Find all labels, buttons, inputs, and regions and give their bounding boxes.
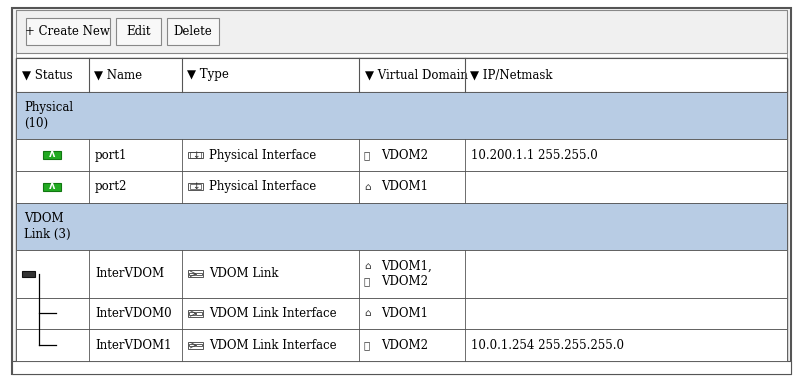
Bar: [16, 202, 786, 250]
Text: ▼ Status: ▼ Status: [22, 68, 72, 81]
Text: VDOM Link: VDOM Link: [209, 267, 278, 280]
Text: port1: port1: [95, 149, 128, 162]
Text: VDOM Link Interface: VDOM Link Interface: [209, 339, 336, 352]
Bar: [188, 270, 202, 277]
Text: ⚿: ⚿: [363, 340, 370, 350]
Text: ▼ IP/Netmask: ▼ IP/Netmask: [470, 68, 552, 81]
Text: VDOM1: VDOM1: [381, 307, 428, 320]
Bar: [16, 298, 786, 329]
Text: ⚿: ⚿: [363, 277, 370, 286]
Bar: [43, 183, 61, 191]
Text: ↓: ↓: [192, 182, 199, 191]
Text: InterVDOM1: InterVDOM1: [95, 339, 172, 352]
Bar: [16, 139, 786, 171]
Bar: [16, 92, 786, 139]
Bar: [188, 312, 194, 315]
Text: Physical Interface: Physical Interface: [209, 149, 316, 162]
Bar: [188, 183, 202, 190]
Bar: [196, 312, 201, 315]
Text: 10.200.1.1 255.255.0: 10.200.1.1 255.255.0: [471, 149, 597, 162]
Text: VDOM
Link (3): VDOM Link (3): [24, 212, 71, 241]
Text: ▼ Name: ▼ Name: [94, 68, 142, 81]
Text: ⌂: ⌂: [363, 308, 370, 319]
Text: InterVDOM0: InterVDOM0: [95, 307, 172, 320]
Bar: [26, 18, 110, 45]
Bar: [116, 18, 160, 45]
Bar: [188, 344, 194, 346]
Text: port2: port2: [95, 180, 128, 193]
Bar: [188, 272, 194, 275]
Text: InterVDOM: InterVDOM: [95, 267, 164, 280]
Bar: [16, 250, 786, 298]
Bar: [188, 310, 202, 317]
Bar: [196, 272, 201, 275]
Text: + Create New: + Create New: [26, 25, 110, 38]
Bar: [167, 18, 219, 45]
Bar: [16, 58, 786, 361]
Bar: [196, 344, 201, 346]
Text: 10.0.1.254 255.255.255.0: 10.0.1.254 255.255.255.0: [471, 339, 623, 352]
Text: Delete: Delete: [173, 25, 213, 38]
Bar: [16, 10, 786, 53]
Bar: [43, 151, 61, 159]
Bar: [188, 342, 202, 349]
Text: Edit: Edit: [126, 25, 151, 38]
Text: VDOM1: VDOM1: [381, 180, 428, 193]
Text: ⚿: ⚿: [363, 150, 370, 160]
Text: ⌂: ⌂: [363, 261, 370, 271]
Text: VDOM2: VDOM2: [381, 275, 428, 288]
Bar: [189, 152, 200, 158]
Bar: [16, 58, 786, 92]
Text: Physical Interface: Physical Interface: [209, 180, 316, 193]
Bar: [16, 171, 786, 202]
Text: VDOM2: VDOM2: [381, 149, 428, 162]
Text: ↓: ↓: [192, 151, 199, 160]
Text: Physical
(10): Physical (10): [24, 101, 73, 130]
Text: ʌ: ʌ: [49, 181, 55, 191]
Text: ⌂: ⌂: [363, 182, 370, 192]
Text: VDOM Link Interface: VDOM Link Interface: [209, 307, 336, 320]
Text: ▼ Virtual Domain: ▼ Virtual Domain: [364, 68, 467, 81]
Text: ʌ: ʌ: [49, 149, 55, 159]
Text: VDOM2: VDOM2: [381, 339, 428, 352]
Text: VDOM1,: VDOM1,: [381, 260, 431, 273]
Text: ▼ Type: ▼ Type: [187, 68, 229, 81]
Bar: [12, 361, 790, 374]
Bar: [189, 184, 200, 189]
Bar: [188, 152, 202, 159]
Bar: [16, 329, 786, 361]
Bar: [22, 271, 35, 277]
